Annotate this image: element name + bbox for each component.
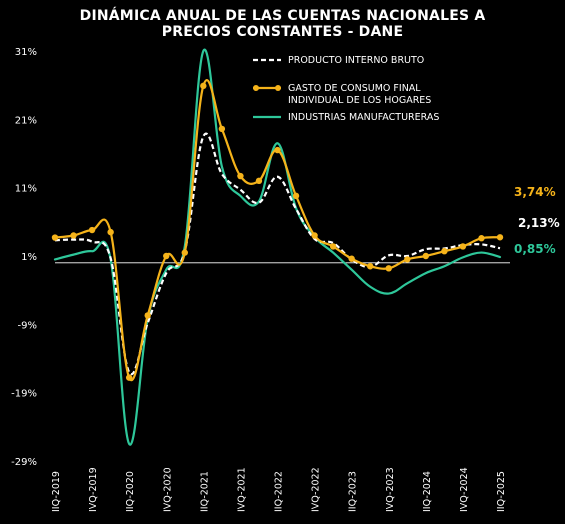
x-tick-label: IVQ-2021 xyxy=(236,467,247,512)
data-point-consumo-hogares xyxy=(292,192,300,200)
data-point-consumo-hogares xyxy=(70,232,77,239)
x-axis: IIQ-2019 IVQ-2019 IIQ-2020 IVQ-2020 IIQ-2021… xyxy=(51,467,507,512)
data-point-consumo-hogares xyxy=(459,243,467,250)
x-tick-label: IIQ-2023 xyxy=(348,471,359,512)
x-tick-label: IVQ-2019 xyxy=(88,467,99,512)
data-point-consumo-hogares xyxy=(496,234,504,241)
series-line-manufactura xyxy=(53,48,502,446)
y-axis: 31% 21% 11% 1% -9% -19% -29% xyxy=(11,47,37,468)
data-point-consumo-hogares xyxy=(404,256,411,263)
data-point-consumo-hogares xyxy=(200,82,207,90)
data-point-consumo-hogares xyxy=(163,252,170,260)
x-tick-label: IIQ-2024 xyxy=(422,471,433,512)
x-tick-label: IIQ-2022 xyxy=(274,471,285,512)
data-point-consumo-hogares xyxy=(218,125,226,133)
legend: PRODUCTO INTERNO BRUTO GASTO DE CONSUMO F… xyxy=(253,55,439,123)
data-point-consumo-hogares xyxy=(385,265,392,272)
x-tick-label: IVQ-2022 xyxy=(311,467,322,512)
end-value-label: 0,85% xyxy=(514,242,556,256)
chart-title: DINÁMICA ANUAL DE LAS CUENTAS NACIONALES… xyxy=(0,8,565,40)
end-value-label: 3,74% xyxy=(514,185,556,199)
legend-label-consumo-hogares: GASTO DE CONSUMO FINAL INDIVIDUAL DE LOS … xyxy=(288,83,431,106)
y-tick-label: 1% xyxy=(21,252,37,263)
data-point-consumo-hogares xyxy=(329,243,337,250)
legend-label-pib: PRODUCTO INTERNO BRUTO xyxy=(288,55,424,66)
series-line-consumo-hogares xyxy=(53,79,502,382)
y-tick-label: -9% xyxy=(18,320,37,331)
x-tick-label: IVQ-2020 xyxy=(162,467,173,512)
end-value-label: 2,13% xyxy=(518,216,560,230)
chart-title-line2: PRECIOS CONSTANTES - DANE xyxy=(161,24,404,40)
data-point-consumo-hogares xyxy=(237,172,244,180)
data-point-consumo-hogares xyxy=(125,374,133,381)
chart-title-line1: DINÁMICA ANUAL DE LAS CUENTAS NACIONALES… xyxy=(79,8,486,24)
data-point-consumo-hogares xyxy=(274,146,281,154)
x-tick-label: IVQ-2024 xyxy=(459,467,470,512)
legend-marker-consumo-hogares xyxy=(275,85,281,91)
data-point-consumo-hogares xyxy=(311,232,318,239)
data-point-consumo-hogares xyxy=(88,226,96,234)
x-tick-label: IIQ-2019 xyxy=(51,471,62,512)
y-tick-label: 31% xyxy=(15,47,37,58)
data-point-consumo-hogares xyxy=(367,263,374,270)
y-tick-label: 21% xyxy=(15,115,37,126)
data-point-consumo-hogares xyxy=(422,252,430,260)
data-point-consumo-hogares xyxy=(51,234,59,241)
data-point-consumo-hogares xyxy=(181,249,188,256)
data-point-consumo-hogares xyxy=(107,228,114,236)
legend-label-manufactura: INDUSTRIAS MANUFACTURERAS xyxy=(288,112,439,123)
data-point-consumo-hogares xyxy=(144,312,151,319)
legend-marker-consumo-hogares xyxy=(253,85,259,91)
data-point-consumo-hogares xyxy=(478,235,485,242)
data-point-consumo-hogares xyxy=(255,177,263,185)
y-tick-label: -29% xyxy=(11,457,37,468)
x-tick-label: IIQ-2021 xyxy=(199,471,210,512)
end-labels: 3,74% 2,13% 0,85% xyxy=(514,185,560,256)
y-tick-label: 11% xyxy=(15,184,37,195)
data-point-consumo-hogares xyxy=(348,255,355,262)
x-tick-label: IIQ-2025 xyxy=(496,471,507,512)
x-tick-label: IIQ-2020 xyxy=(125,471,136,512)
x-tick-label: IVQ-2023 xyxy=(385,467,396,512)
y-tick-label: -19% xyxy=(11,389,37,400)
series-group xyxy=(51,48,504,446)
data-point-consumo-hogares xyxy=(441,248,448,255)
